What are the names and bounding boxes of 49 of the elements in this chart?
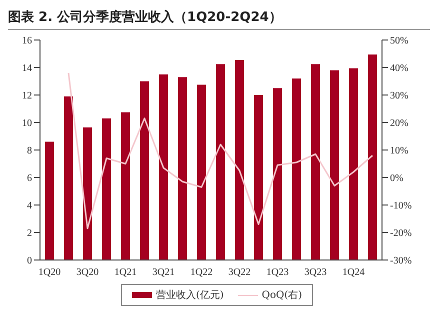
y2-tick-label: -10% <box>390 200 412 212</box>
x-tick-label: 3Q21 <box>152 267 175 278</box>
x-tick-label: 3Q23 <box>304 267 327 278</box>
x-tick-label: 3Q20 <box>76 267 99 278</box>
bar <box>159 74 168 260</box>
y2-tick-label: -20% <box>390 228 412 240</box>
bar <box>216 64 225 260</box>
y-tick-label: 4 <box>27 200 32 212</box>
x-tick-label: 1Q24 <box>342 267 365 278</box>
bar <box>140 81 149 260</box>
y-tick-label: 6 <box>27 173 32 184</box>
bar <box>102 118 111 260</box>
x-tick-label: 3Q22 <box>228 267 251 278</box>
bar <box>254 95 263 260</box>
x-tick-label: 1Q21 <box>114 267 137 278</box>
bar <box>292 78 301 260</box>
y-tick-label: 8 <box>27 146 32 157</box>
x-tick-label: 1Q20 <box>38 267 61 278</box>
bar <box>197 84 206 260</box>
y2-tick-label: 20% <box>390 118 408 130</box>
bar <box>83 127 92 260</box>
bar <box>178 77 187 260</box>
y2-tick-label: 10% <box>390 146 408 157</box>
y-tick-label: 16 <box>22 36 32 47</box>
bar <box>311 64 320 260</box>
y2-tick-label: 30% <box>390 90 408 102</box>
y-tick-label: 12 <box>22 90 32 102</box>
y-tick-label: 2 <box>27 228 32 240</box>
x-tick-label: 1Q22 <box>190 267 213 278</box>
y2-tick-label: 40% <box>390 63 408 74</box>
bar <box>235 60 244 260</box>
bar <box>368 54 377 260</box>
legend-label: 营业收入(亿元) <box>156 288 224 302</box>
bar <box>45 142 54 260</box>
y2-tick-label: 0% <box>390 173 404 184</box>
line-series <box>68 72 374 230</box>
x-tick-label: 1Q23 <box>266 267 289 278</box>
chart-title: 图表 2. 公司分季度营业收入（1Q20-2Q24） <box>8 8 430 30</box>
bar <box>121 112 130 260</box>
y2-tick-label: 50% <box>390 36 408 47</box>
bar <box>64 96 73 260</box>
legend-label: QoQ(右) <box>262 289 302 302</box>
y-tick-label: 0 <box>27 256 32 267</box>
bar <box>349 68 358 260</box>
y2-tick-label: -30% <box>390 256 412 267</box>
bar <box>273 88 282 260</box>
y-tick-label: 10 <box>22 118 32 130</box>
y-tick-label: 14 <box>22 63 32 74</box>
bar <box>330 70 339 260</box>
